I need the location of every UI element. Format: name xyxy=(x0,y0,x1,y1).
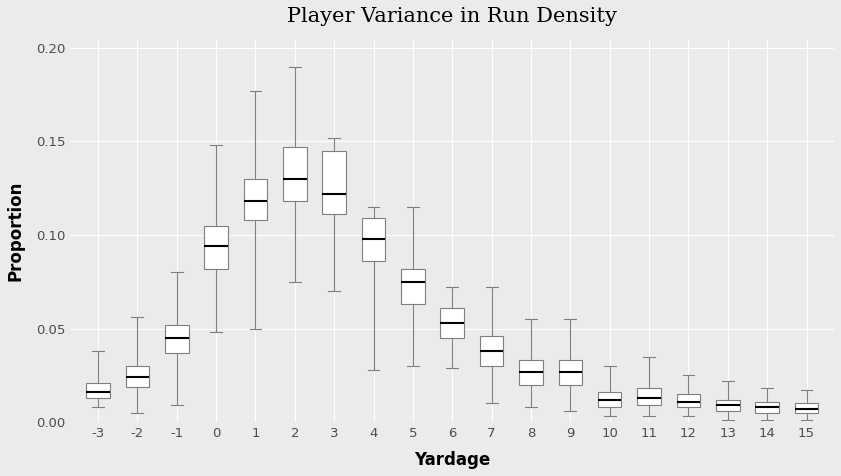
PathPatch shape xyxy=(204,226,228,268)
PathPatch shape xyxy=(283,147,307,201)
Title: Player Variance in Run Density: Player Variance in Run Density xyxy=(288,7,617,26)
PathPatch shape xyxy=(479,336,504,366)
PathPatch shape xyxy=(637,388,661,405)
PathPatch shape xyxy=(86,383,110,398)
PathPatch shape xyxy=(677,394,701,407)
PathPatch shape xyxy=(441,308,464,338)
PathPatch shape xyxy=(362,218,385,261)
PathPatch shape xyxy=(401,268,425,304)
PathPatch shape xyxy=(795,403,818,413)
PathPatch shape xyxy=(558,360,582,385)
PathPatch shape xyxy=(322,151,346,215)
X-axis label: Yardage: Yardage xyxy=(414,451,490,469)
PathPatch shape xyxy=(244,179,267,220)
Y-axis label: Proportion: Proportion xyxy=(7,180,25,280)
PathPatch shape xyxy=(125,366,149,387)
PathPatch shape xyxy=(598,392,621,407)
PathPatch shape xyxy=(716,400,739,411)
PathPatch shape xyxy=(165,325,188,353)
PathPatch shape xyxy=(755,402,779,413)
PathPatch shape xyxy=(519,360,542,385)
